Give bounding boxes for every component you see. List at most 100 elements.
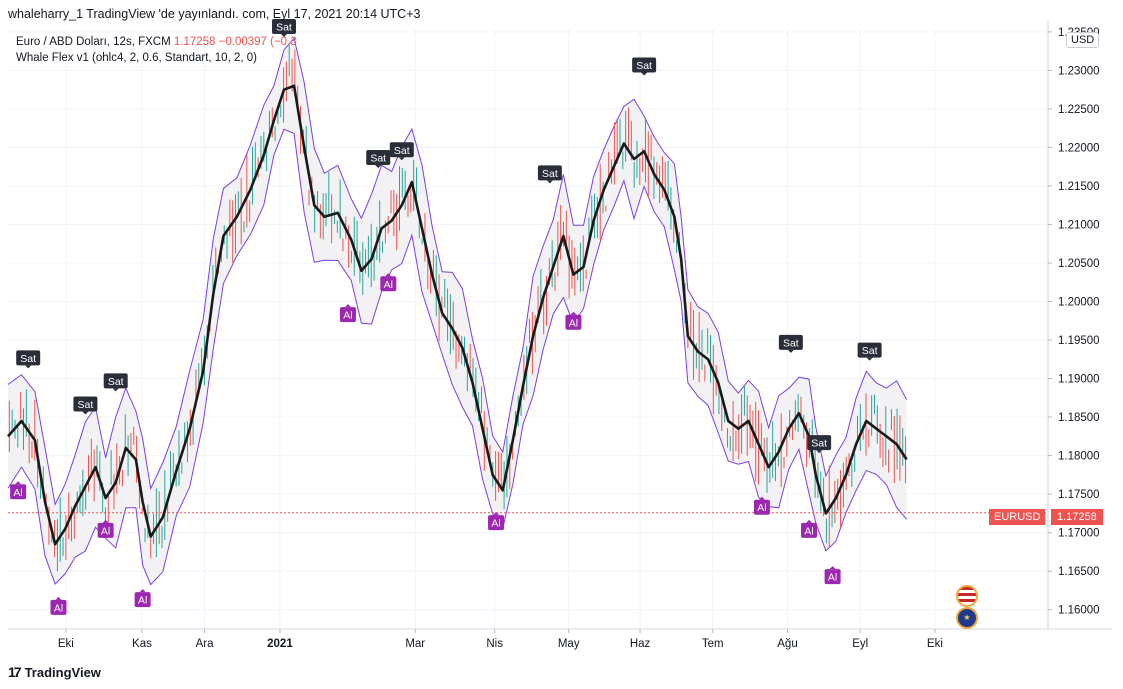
sell-signal-pointer xyxy=(787,349,794,353)
indicator-name[interactable]: Whale Flex v1 (ohlc4, 2, 0.6, Standart, … xyxy=(16,52,257,64)
buy-signal-pointer xyxy=(55,596,62,600)
y-tick-label: 1.20500 xyxy=(1058,258,1100,270)
y-tick-label: 1.21000 xyxy=(1058,219,1100,231)
indicator-line xyxy=(7,84,908,546)
buy-signal-pointer xyxy=(758,496,765,500)
sell-signal: Sat xyxy=(537,165,562,184)
x-tick-label: Eki xyxy=(58,638,74,650)
x-tick-label: Eyl xyxy=(852,638,868,650)
buy-signal: Al xyxy=(753,496,770,515)
buy-signal-box xyxy=(488,515,505,531)
buy-signal-label: Al xyxy=(491,518,500,530)
sell-signal: Sat xyxy=(778,334,803,353)
buy-signal-box xyxy=(50,599,67,615)
tradingview-logo-icon: 17 xyxy=(8,664,22,680)
buy-signal-box xyxy=(10,484,27,500)
sell-signal-label: Sat xyxy=(862,345,878,357)
sell-signal-label: Sat xyxy=(276,22,292,34)
buy-signal: Al xyxy=(50,596,67,615)
x-tick-label: May xyxy=(558,638,580,650)
sell-signal-box xyxy=(857,342,882,358)
sell-signal-label: Sat xyxy=(783,337,799,349)
eu-flag-icon: ★ xyxy=(956,607,978,629)
buy-signal: Al xyxy=(488,512,505,531)
signals: Sat Sat Sat Sat Sat Sat Sat Sat Sat Sat Sat Al Al Al A… xyxy=(10,19,882,615)
x-tick-label: Ağu xyxy=(777,638,797,650)
sell-signal-pointer xyxy=(112,388,119,392)
buy-signal-box xyxy=(801,522,818,538)
sell-signal-pointer xyxy=(546,180,553,184)
x-tick-label: Tem xyxy=(702,638,724,650)
buy-signal-pointer xyxy=(806,519,813,523)
band-upper xyxy=(7,37,908,507)
sell-signal-pointer xyxy=(375,164,382,168)
sell-signal: Sat xyxy=(271,19,296,37)
buy-signal-label: Al xyxy=(54,602,63,614)
y-tick-label: 1.23000 xyxy=(1058,65,1100,77)
sell-signal-pointer xyxy=(866,357,873,361)
buy-signal-box xyxy=(339,307,356,323)
buy-signal-pointer xyxy=(344,304,351,308)
buy-signal: Al xyxy=(824,566,841,585)
x-tick-label: Kas xyxy=(132,638,152,650)
sell-signal-pointer xyxy=(82,411,89,415)
y-tick-label: 1.22000 xyxy=(1058,142,1100,154)
buy-signal-pointer xyxy=(829,566,836,570)
y-tick-label: 1.16500 xyxy=(1058,566,1100,578)
sell-signal: Sat xyxy=(16,350,41,369)
x-tick-label: Ara xyxy=(196,638,215,650)
buy-signal-box xyxy=(134,592,151,608)
sell-signal-pointer xyxy=(398,157,405,161)
buy-signal-label: Al xyxy=(101,525,110,537)
sell-signal-label: Sat xyxy=(394,145,410,157)
x-tick-label: 2021 xyxy=(267,638,293,650)
y-tick-label: 1.22500 xyxy=(1058,104,1100,116)
buy-signal: Al xyxy=(339,304,356,323)
sell-signal-pointer xyxy=(25,365,32,369)
sell-signal-box xyxy=(389,142,414,158)
last-price-label: 1.17258 xyxy=(1051,509,1103,525)
sell-signal-pointer xyxy=(641,72,648,76)
x-tick-label: Eki xyxy=(927,638,943,650)
y-tick-label: 1.20000 xyxy=(1058,297,1100,309)
y-tick-label: 1.17500 xyxy=(1058,489,1100,501)
indicator-main-line xyxy=(7,84,908,546)
buy-signal-box xyxy=(97,522,114,538)
buy-signal-pointer xyxy=(102,519,109,523)
chart-legend: Euro / ABD Doları, 12s, FXCM 1.17258 −0.… xyxy=(16,34,297,66)
buy-signal-box xyxy=(565,314,582,330)
symbol-name[interactable]: Euro / ABD Doları, 12s, FXCM xyxy=(16,36,171,48)
y-tick-label: 1.18000 xyxy=(1058,451,1100,463)
sell-signal-label: Sat xyxy=(20,353,36,365)
buy-signal-pointer xyxy=(15,481,22,485)
brand-name: TradingView xyxy=(24,664,101,680)
publish-header: whaleharry_1 TradingView 'de yayınlandı.… xyxy=(8,7,421,21)
sell-signal-box xyxy=(537,165,562,181)
buy-signal: Al xyxy=(134,589,151,608)
chart-grid xyxy=(8,20,1112,630)
sell-signal: Sat xyxy=(73,396,98,415)
buy-signal-pointer xyxy=(139,589,146,593)
buy-signal-label: Al xyxy=(828,572,837,584)
buy-signal-label: Al xyxy=(13,487,22,499)
sell-signal: Sat xyxy=(807,435,832,454)
price-change: −0.00397 (−0.3 xyxy=(218,36,297,48)
x-tick-label: Mar xyxy=(405,638,425,650)
price-axis: 1.16000 1.16500 1.17000 1.17500 1.18000 1.185… xyxy=(1048,27,1100,617)
footer-brand[interactable]: 17 TradingView xyxy=(8,664,101,680)
sell-signal: Sat xyxy=(632,57,657,76)
band-fill xyxy=(8,38,907,585)
y-tick-label: 1.16000 xyxy=(1058,605,1100,617)
sell-signal-box xyxy=(271,19,296,34)
y-tick-label: 1.19000 xyxy=(1058,374,1100,386)
buy-signal: Al xyxy=(380,273,397,292)
sell-signal-box xyxy=(366,149,391,165)
buy-signal-label: Al xyxy=(343,310,352,322)
time-axis: Eki Kas Ara 2021 Mar Nis May Haz Tem Ağu Eyl Eki xyxy=(58,629,943,650)
y-tick-label: 1.21500 xyxy=(1058,181,1100,193)
sell-signal-box xyxy=(807,435,832,451)
buy-signal-box xyxy=(753,499,770,515)
y-tick-label: 1.19500 xyxy=(1058,335,1100,347)
currency-button[interactable]: USD xyxy=(1066,32,1100,48)
